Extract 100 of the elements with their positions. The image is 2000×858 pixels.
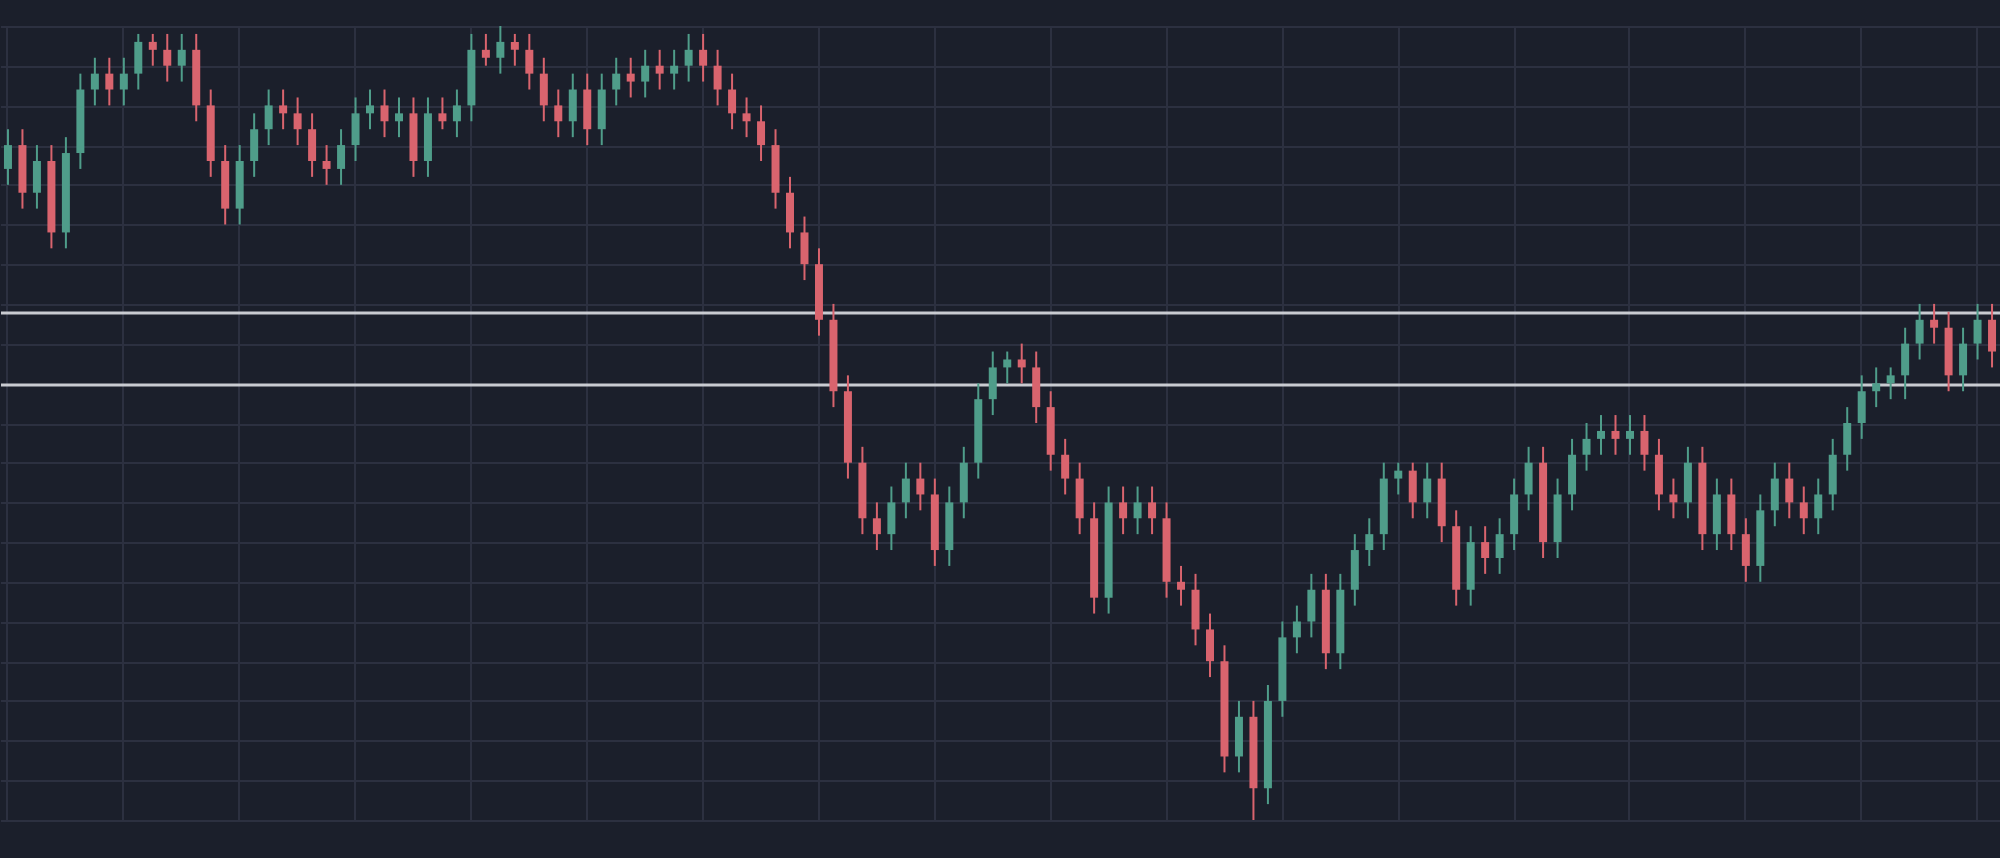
candlestick bbox=[1553, 477, 1562, 559]
candlestick bbox=[597, 72, 606, 147]
candlestick bbox=[90, 56, 99, 107]
candlestick bbox=[1350, 533, 1359, 607]
candlestick bbox=[641, 48, 650, 99]
candlestick bbox=[1654, 437, 1663, 512]
candlestick bbox=[713, 48, 722, 107]
candlestick bbox=[105, 56, 114, 107]
candlestick bbox=[1814, 477, 1823, 536]
candlestick bbox=[988, 350, 997, 417]
candlestick bbox=[1640, 414, 1649, 472]
candlestick bbox=[1495, 517, 1504, 575]
candlestick bbox=[1191, 572, 1200, 647]
candlestick bbox=[1307, 572, 1316, 639]
candlestick bbox=[394, 96, 403, 139]
candlestick bbox=[148, 32, 157, 67]
candlestick bbox=[728, 72, 737, 131]
candlestick bbox=[771, 128, 780, 210]
candlestick bbox=[1727, 477, 1736, 552]
candlestick bbox=[1119, 485, 1128, 536]
candlestick bbox=[293, 96, 302, 147]
candlestick bbox=[670, 48, 679, 91]
candlestick bbox=[32, 144, 41, 210]
candlestick bbox=[1770, 461, 1779, 528]
candlestick bbox=[1292, 604, 1301, 655]
candlestick bbox=[496, 25, 505, 75]
candlestick bbox=[279, 88, 288, 131]
candlestick bbox=[1017, 342, 1026, 385]
candlestick bbox=[1843, 406, 1852, 472]
candlestick bbox=[1741, 517, 1750, 583]
candlestick bbox=[235, 144, 244, 226]
candlestick bbox=[308, 112, 317, 178]
candlestick bbox=[742, 96, 751, 139]
candlestick bbox=[1394, 461, 1403, 496]
candlestick bbox=[3, 128, 12, 186]
candlestick bbox=[872, 501, 881, 552]
candlestick bbox=[887, 485, 896, 552]
candlestick bbox=[1408, 461, 1417, 520]
candlestick bbox=[1886, 366, 1895, 401]
candlestick bbox=[800, 215, 809, 282]
candlestick bbox=[583, 72, 592, 147]
candlestick bbox=[1466, 525, 1475, 607]
candlestick bbox=[18, 128, 27, 210]
candlestick bbox=[1437, 461, 1446, 544]
candlestick bbox=[481, 32, 490, 67]
candlestick bbox=[1857, 374, 1866, 440]
candlestick bbox=[626, 56, 635, 99]
candlestick bbox=[337, 128, 346, 186]
candlestick bbox=[351, 96, 360, 162]
candlestick bbox=[1930, 302, 1939, 345]
candlestick bbox=[1901, 326, 1910, 401]
candlestick bbox=[554, 88, 563, 139]
candlestick bbox=[1046, 390, 1055, 472]
candlestick bbox=[1611, 414, 1620, 456]
candlestick bbox=[1365, 517, 1374, 567]
candlestick bbox=[525, 32, 534, 91]
candlestick bbox=[655, 48, 664, 91]
candlestick bbox=[901, 461, 910, 520]
candlestick bbox=[1988, 302, 1997, 369]
candlestick bbox=[1683, 445, 1692, 520]
candlestick bbox=[1597, 414, 1606, 456]
candlestick bbox=[1481, 525, 1490, 575]
candlestick bbox=[1959, 326, 1968, 393]
candlestick bbox=[1234, 699, 1243, 774]
candlestick bbox=[1075, 461, 1084, 536]
candlestick bbox=[250, 112, 259, 178]
candlestick bbox=[1799, 485, 1808, 536]
candlestick bbox=[1568, 437, 1577, 512]
candlestick bbox=[568, 72, 577, 139]
candlestick bbox=[1133, 485, 1142, 536]
candlestick bbox=[177, 32, 186, 83]
candlestick bbox=[916, 461, 925, 512]
candlestick bbox=[1205, 612, 1214, 679]
candlestick bbox=[699, 32, 708, 83]
candlestick bbox=[1973, 302, 1982, 361]
candlestick bbox=[1785, 461, 1794, 520]
candlestick bbox=[264, 88, 273, 147]
candlestick bbox=[409, 96, 418, 178]
candlestick bbox=[1148, 485, 1157, 536]
candlestick bbox=[1423, 461, 1432, 520]
candlestick bbox=[510, 32, 519, 67]
candlestick bbox=[1828, 437, 1837, 512]
candlestick bbox=[423, 96, 432, 178]
candlestick bbox=[366, 88, 375, 131]
candlestick bbox=[959, 445, 968, 520]
candlestick bbox=[134, 32, 143, 91]
candlestick bbox=[380, 88, 389, 139]
candlestick bbox=[221, 144, 230, 226]
candlestick bbox=[612, 56, 621, 107]
candlestick bbox=[1061, 437, 1070, 496]
candlestick bbox=[1669, 477, 1678, 520]
candlestick bbox=[322, 144, 331, 186]
candlestick bbox=[452, 88, 461, 139]
candlestick bbox=[119, 56, 128, 107]
candlestick bbox=[1032, 350, 1041, 424]
candlestick bbox=[1625, 414, 1634, 456]
candlestick bbox=[1524, 445, 1533, 512]
candlestick bbox=[1872, 366, 1881, 409]
candlestick bbox=[684, 32, 693, 83]
candlestick bbox=[438, 96, 447, 131]
